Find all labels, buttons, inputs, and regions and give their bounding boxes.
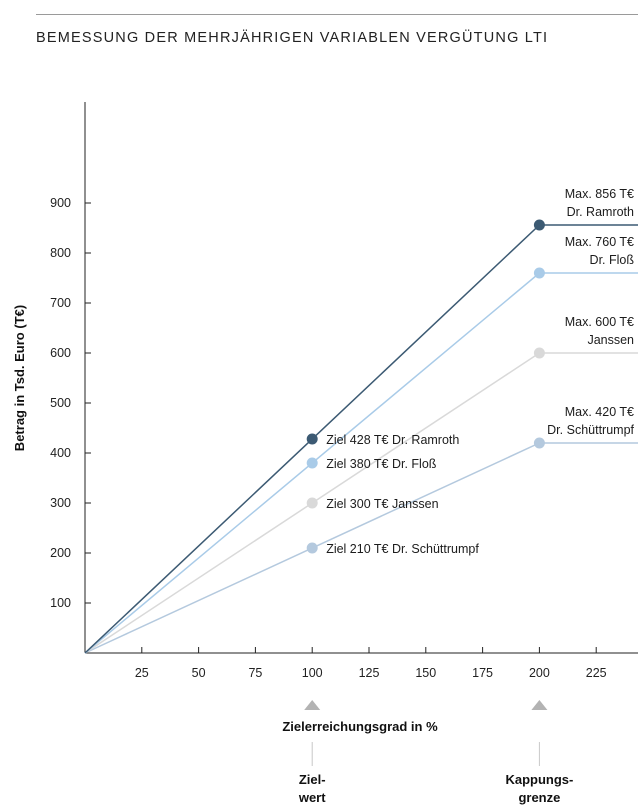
marker-label: grenze (518, 790, 560, 805)
y-tick-label: 800 (50, 246, 71, 260)
target-label: Ziel 380 T€ Dr. Floß (326, 457, 437, 471)
axes (84, 102, 638, 654)
target-point (306, 433, 318, 445)
x-tick-label: 25 (135, 666, 149, 680)
series-labels: Ziel 428 T€ Dr. Ramroth Max. 856 T€ Dr. Ra… (326, 187, 634, 556)
max-label-name: Janssen (587, 333, 634, 347)
cap-point (533, 219, 545, 231)
series-points (306, 219, 545, 554)
marker-label: Kappungs- (505, 772, 573, 787)
x-axis-title: Zielerreichungsgrad in % (282, 719, 438, 734)
target-label: Ziel 210 T€ Dr. Schüttrumpf (326, 542, 479, 556)
y-tick-label: 100 (50, 596, 71, 610)
max-label-name: Dr. Schüttrumpf (547, 423, 634, 437)
max-label: Max. 420 T€ (565, 405, 634, 419)
x-tick-label: 200 (529, 666, 550, 680)
y-tick-label: 500 (50, 396, 71, 410)
x-tick-label: 125 (359, 666, 380, 680)
marker-triangle (304, 700, 321, 710)
cap-point (533, 347, 545, 359)
y-tick-label: 600 (50, 346, 71, 360)
cap-point (533, 437, 545, 449)
top-rule (36, 14, 638, 15)
ticks: 100 200 300 400 500 600 700 800 900 25 50 75 100 125 1… (50, 196, 607, 680)
target-label: Ziel 300 T€ Janssen (326, 497, 438, 511)
y-axis-title: Betrag in Tsd. Euro (T€) (12, 305, 27, 451)
max-label: Max. 600 T€ (565, 315, 634, 329)
target-label: Ziel 428 T€ Dr. Ramroth (326, 433, 459, 447)
max-label-name: Dr. Floß (590, 253, 635, 267)
target-point (306, 497, 318, 509)
x-tick-label: 150 (415, 666, 436, 680)
target-point (306, 457, 318, 469)
y-tick-label: 200 (50, 546, 71, 560)
y-tick-label: 900 (50, 196, 71, 210)
x-tick-label: 225 (586, 666, 607, 680)
markers: Ziel-wert Kappungs-grenze (298, 700, 573, 805)
y-tick-label: 400 (50, 446, 71, 460)
x-tick-label: 75 (248, 666, 262, 680)
marker-triangle (531, 700, 548, 710)
marker-label: wert (298, 790, 326, 805)
cap-point (533, 267, 545, 279)
target-point (306, 542, 318, 554)
chart-title: BEMESSUNG DER MEHRJÄHRIGEN VARIABLEN VER… (36, 30, 549, 46)
marker-label: Ziel- (299, 772, 326, 787)
max-label: Max. 760 T€ (565, 235, 634, 249)
max-label-name: Dr. Ramroth (567, 205, 634, 219)
x-tick-label: 175 (472, 666, 493, 680)
y-tick-label: 700 (50, 296, 71, 310)
x-tick-label: 100 (302, 666, 323, 680)
y-tick-label: 300 (50, 496, 71, 510)
x-tick-label: 50 (192, 666, 206, 680)
max-label: Max. 856 T€ (565, 187, 634, 201)
